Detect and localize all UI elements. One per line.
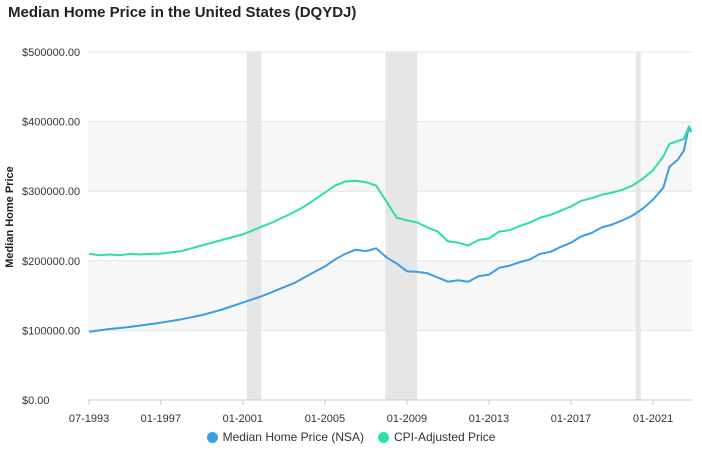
x-tick-label: 01-2009 [387,413,427,425]
y-tick-label: $400000.00 [22,117,80,129]
x-tick-label: 01-2005 [305,413,345,425]
recession-band [635,52,641,400]
x-tick-label: 01-1997 [141,413,181,425]
legend-item-cpi[interactable]: CPI-Adjusted Price [378,430,495,444]
series-lines [88,125,692,333]
recession-band [246,52,262,400]
x-tick-label: 01-2021 [633,413,673,425]
y-tick-label: $500000.00 [22,47,80,59]
legend-dot-icon [206,431,218,443]
legend: Median Home Price (NSA) CPI-Adjusted Pri… [0,430,702,444]
series-line-0 [88,125,692,333]
chart-title: Median Home Price in the United States (… [8,4,357,21]
legend-dot-icon [378,431,389,443]
x-tick-label: 01-2001 [223,413,263,425]
y-axis-label: Median Home Price [4,166,16,267]
series-line-1 [88,125,692,257]
legend-label: Median Home Price (NSA) [222,430,364,444]
legend-label: CPI-Adjusted Price [394,430,496,444]
y-tick-label: $200000.00 [22,256,80,268]
y-axis-ticks: $0.00 $100000.00 $200000.00 $300000.00 $4000… [22,47,80,407]
y-tick-label: $100000.00 [22,325,80,337]
y-tick-label: $0.00 [22,395,50,407]
x-tick-label: 07-1993 [69,413,109,425]
recession-band [385,52,418,400]
recession-shading [246,52,641,400]
legend-item-median[interactable]: Median Home Price (NSA) [206,430,364,444]
y-tick-label: $300000.00 [22,186,80,198]
x-tick-label: 01-2017 [551,413,591,425]
x-axis-ticks: 07-1993 01-1997 01-2001 01-2005 01-2009 01-20… [69,399,692,425]
x-tick-label: 01-2013 [469,413,509,425]
